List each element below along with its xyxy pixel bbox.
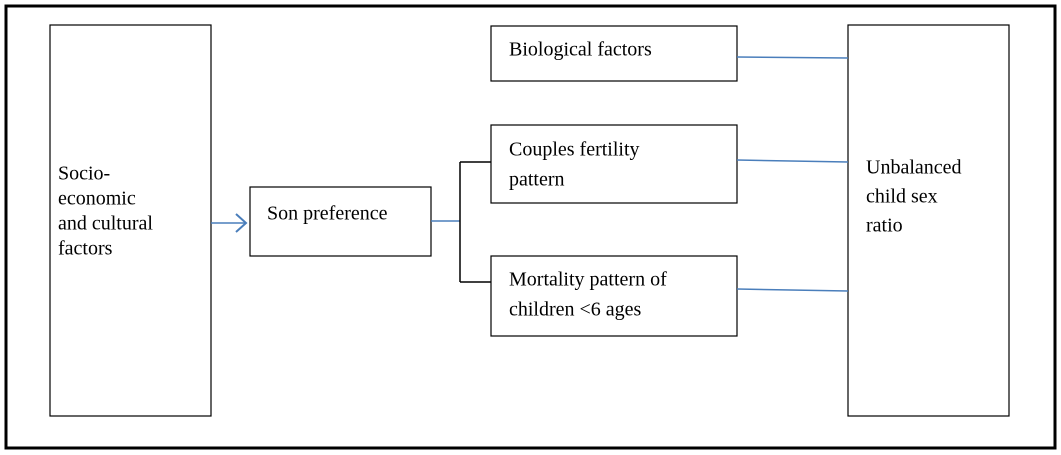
connector: [736, 288, 849, 292]
node-label: Couples fertility: [509, 139, 640, 161]
arrow-head: [235, 213, 248, 233]
node-box: [490, 255, 738, 337]
node-box: [847, 24, 1010, 417]
node-label: Biological factors: [509, 39, 652, 61]
node-label: Son preference: [267, 203, 388, 225]
node-label: and cultural: [58, 213, 153, 235]
connector: [736, 56, 849, 59]
node-box: [49, 24, 212, 417]
node-box: [490, 124, 738, 204]
node-label: Unbalanced: [866, 157, 962, 179]
node-label: factors: [58, 238, 113, 260]
node-label: Mortality pattern of: [509, 269, 667, 291]
node-label: ratio: [866, 215, 903, 237]
frame: [4, 4, 1057, 450]
node-label: children <6 ages: [509, 299, 642, 321]
node-box: [490, 25, 738, 82]
connector: [736, 159, 849, 163]
node-label: pattern: [509, 169, 565, 191]
node-box: [249, 186, 432, 257]
node-label: economic: [58, 188, 136, 210]
node-label: child sex: [866, 186, 938, 208]
node-label: Socio-: [58, 163, 110, 185]
